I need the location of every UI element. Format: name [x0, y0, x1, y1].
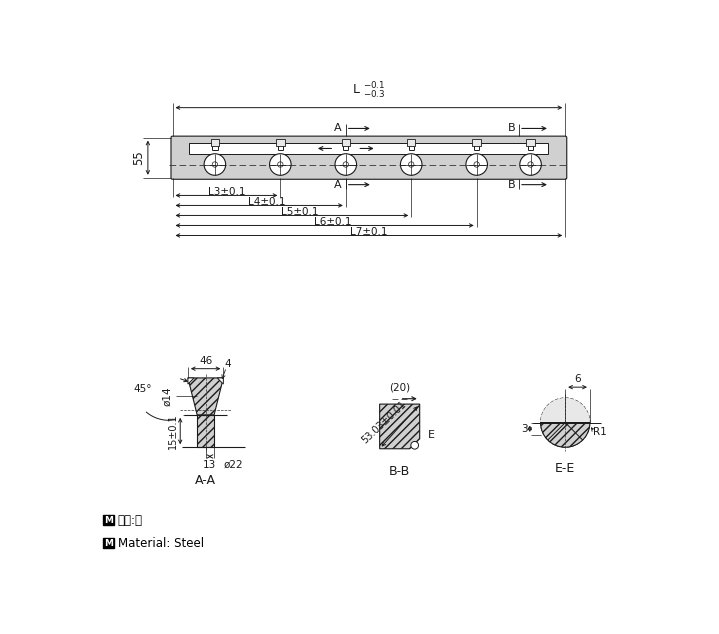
Text: 4: 4	[225, 359, 232, 369]
Bar	[407, 139, 416, 146]
Bar	[472, 139, 481, 146]
Text: 53.03±0.01: 53.03±0.01	[360, 399, 408, 446]
Text: L4±0.1: L4±0.1	[248, 197, 285, 207]
Bar	[276, 139, 285, 146]
Text: 3: 3	[521, 424, 528, 434]
Circle shape	[528, 162, 533, 167]
Bar	[526, 139, 535, 146]
Circle shape	[204, 153, 226, 175]
Text: M: M	[104, 516, 113, 525]
Circle shape	[474, 162, 480, 167]
Text: A-A: A-A	[195, 474, 216, 487]
Bar	[211, 139, 219, 146]
Circle shape	[400, 153, 422, 175]
Polygon shape	[217, 378, 224, 384]
Text: L7±0.1: L7±0.1	[350, 226, 388, 236]
Bar	[342, 139, 350, 146]
Text: L6±0.1: L6±0.1	[313, 217, 351, 226]
Text: A: A	[334, 179, 342, 190]
Circle shape	[335, 153, 357, 175]
Text: 55: 55	[132, 150, 145, 165]
Circle shape	[343, 162, 349, 167]
Text: 15±0.1: 15±0.1	[168, 413, 178, 449]
Circle shape	[408, 162, 414, 167]
Text: (20): (20)	[389, 382, 411, 392]
Text: B: B	[508, 179, 516, 190]
Text: ø14: ø14	[162, 387, 173, 406]
Polygon shape	[380, 404, 420, 449]
Bar	[197, 415, 214, 447]
Polygon shape	[188, 378, 224, 415]
Text: E: E	[427, 430, 434, 440]
Text: 45°: 45°	[133, 384, 152, 394]
Circle shape	[270, 153, 291, 175]
Text: 材质:钔: 材质:钔	[118, 514, 143, 527]
Text: L3±0.1: L3±0.1	[208, 186, 245, 197]
Text: B-B: B-B	[389, 465, 411, 479]
Text: Material: Steel: Material: Steel	[118, 537, 204, 550]
Text: R1: R1	[593, 427, 607, 437]
Text: L $^{-0.1}_{-0.3}$: L $^{-0.1}_{-0.3}$	[352, 81, 385, 101]
Text: M: M	[104, 539, 113, 548]
Polygon shape	[188, 378, 194, 384]
Polygon shape	[541, 398, 590, 423]
Bar	[190, 143, 549, 154]
Text: E-E: E-E	[555, 462, 575, 476]
Circle shape	[212, 162, 218, 167]
Circle shape	[466, 153, 487, 175]
Circle shape	[541, 398, 590, 447]
Text: L5±0.1: L5±0.1	[281, 207, 319, 217]
Text: A: A	[334, 124, 342, 133]
Text: ø22: ø22	[224, 460, 243, 470]
FancyBboxPatch shape	[171, 136, 567, 179]
Bar	[104, 538, 114, 548]
Circle shape	[278, 162, 283, 167]
Text: 46: 46	[199, 356, 212, 366]
Text: 6: 6	[574, 374, 581, 384]
Text: 13: 13	[203, 460, 216, 470]
Polygon shape	[541, 423, 590, 447]
Bar	[104, 515, 114, 525]
Circle shape	[520, 153, 541, 175]
Text: B: B	[508, 124, 516, 133]
Circle shape	[411, 441, 418, 449]
